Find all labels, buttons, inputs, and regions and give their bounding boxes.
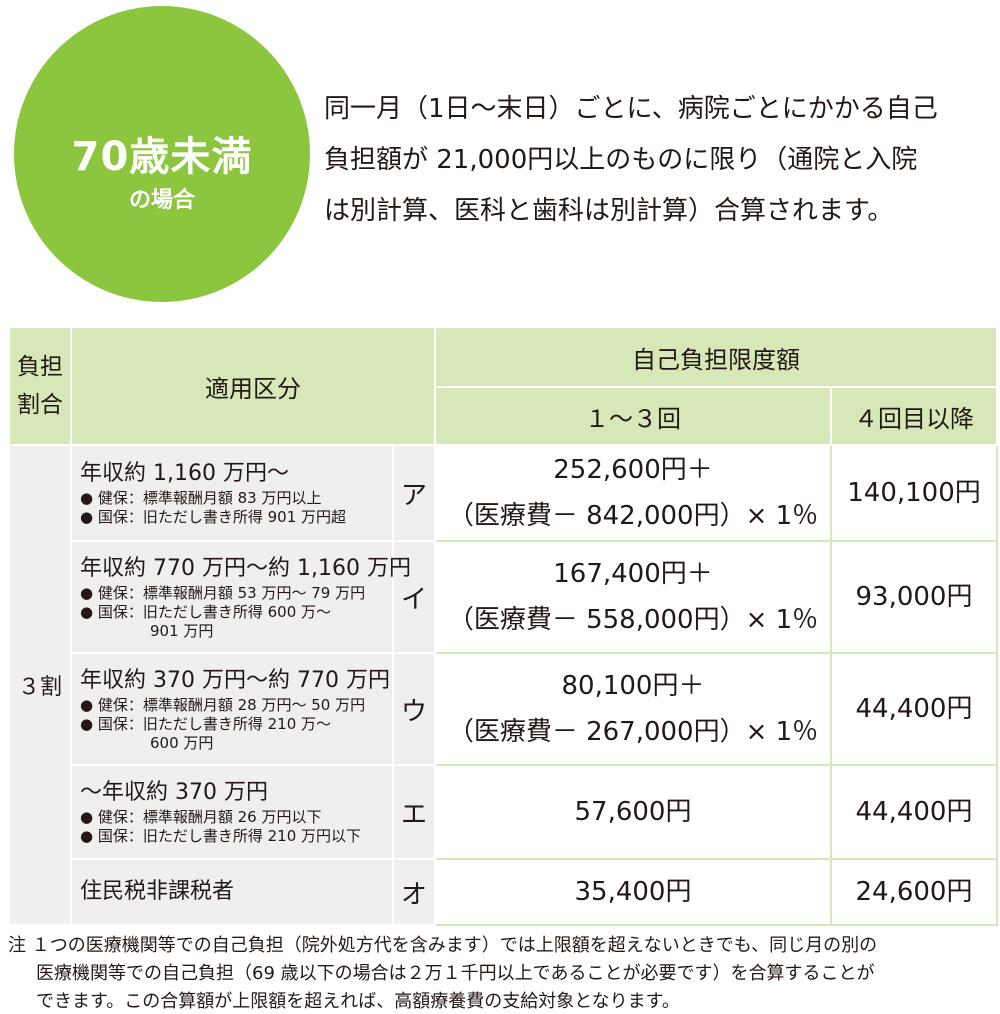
category-label: 年収約 370 万円～約 770 万円 (80, 667, 390, 693)
intro-line: は別計算、医科と歯科は別計算）合算されます。 (324, 196, 894, 226)
category-note: 901 万円 (150, 621, 214, 640)
table-row: 年収約 770 万円～約 1,160 万円 ● 健保：標準報酬月額 53 万円～… (9, 540, 998, 654)
table-row: 住民税非課税者 オ 35,400円 24,600円 (9, 858, 998, 926)
category-code: エ (392, 764, 436, 860)
category-cell: ～年収約 370 万円 ● 健保：標準報酬月額 26 万円以下 ● 国保：旧ただ… (70, 764, 394, 860)
limit-base: 252,600円＋ (553, 455, 713, 485)
category-note: ● 国保：旧ただし書き所得 901 万円超 (80, 508, 347, 526)
category-cell: 年収約 1,160 万円～ ● 健保：標準報酬月額 83 万円以上 ● 国保：旧… (70, 444, 394, 542)
category-note: ● 国保：旧ただし書き所得 210 万円以下 (80, 827, 362, 845)
category-note: ● 国保：旧ただし書き所得 600 万～ (80, 602, 332, 621)
limit-base: 167,400円＋ (553, 559, 713, 589)
limit-1-3: 80,100円＋ （医療費－ 267,000円）× 1％ (434, 652, 832, 766)
category-note: ● 健保：標準報酬月額 26 万円以下 (80, 808, 322, 826)
limit-4plus: 140,100円 (830, 444, 998, 542)
category-code: オ (392, 858, 436, 926)
footnote: 注 １つの医療機関等での自己負担（院外処方代を含みます）では上限額を超えないとき… (8, 932, 998, 1014)
category-label: 年収約 770 万円～約 1,160 万円 (80, 555, 411, 581)
category-code: ウ (392, 652, 436, 766)
category-note: ● 健保：標準報酬月額 53 万円～ 79 万円 (80, 583, 366, 602)
category-code: イ (392, 540, 436, 654)
category-label: 住民税非課税者 (80, 879, 235, 904)
limit-formula: （医療費－ 267,000円）× 1％ (447, 717, 819, 747)
category-note: ● 健保：標準報酬月額 28 万円～ 50 万円 (80, 695, 366, 714)
intro-line: 同一月（1日～末日）ごとに、病院ごとにかかる自己 (324, 94, 938, 124)
limit-4plus: 44,400円 (830, 764, 998, 860)
category-note: 600 万円 (150, 733, 214, 752)
rate-value: ３割 (8, 444, 72, 926)
category-code: ア (392, 444, 436, 542)
category-label: ～年収約 370 万円 (80, 780, 268, 805)
header-limit-1-3: １～３回 (434, 386, 832, 446)
limit-1-3: 57,600円 (434, 764, 832, 860)
header-rate-label: 負担割合 (17, 354, 63, 418)
category-note: ● 健保：標準報酬月額 83 万円以上 (80, 489, 322, 507)
limit-base: 80,100円＋ (561, 671, 705, 701)
header-limit-group: 自己負担限度額 (434, 326, 998, 388)
badge-subtitle: の場合 (128, 188, 195, 213)
header-limit-4plus: ４回目以降 (830, 386, 998, 446)
age-badge: 70歳未満 の場合 (14, 6, 310, 302)
footnote-line: 医療機関等での自己負担（69 歳以下の場合は２万１千円以上であることが必要です）… (36, 963, 875, 984)
footnote-line: 注 １つの医療機関等での自己負担（院外処方代を含みます）では上限額を超えないとき… (8, 935, 878, 956)
table-row: ～年収約 370 万円 ● 健保：標準報酬月額 26 万円以下 ● 国保：旧ただ… (9, 764, 998, 860)
limit-4plus: 93,000円 (830, 540, 998, 654)
limit-4plus: 44,400円 (830, 652, 998, 766)
limit-1-3: 167,400円＋ （医療費－ 558,000円）× 1％ (434, 540, 832, 654)
limit-4plus: 24,600円 (830, 858, 998, 926)
limit-formula: （医療費－ 558,000円）× 1％ (447, 605, 819, 635)
limit-formula: （医療費－ 842,000円）× 1％ (447, 501, 819, 531)
category-note: ● 国保：旧ただし書き所得 210 万～ (80, 714, 332, 733)
header-category: 適用区分 (70, 326, 436, 446)
category-cell: 住民税非課税者 (70, 858, 394, 926)
copay-limit-table: 負担割合 適用区分 自己負担限度額 １～３回 ４回目以降 ３割 年収約 1,16… (8, 326, 998, 926)
header-rate: 負担割合 (8, 326, 72, 446)
category-cell: 年収約 770 万円～約 1,160 万円 ● 健保：標準報酬月額 53 万円～… (70, 540, 411, 654)
category-label: 年収約 1,160 万円～ (80, 461, 289, 486)
badge-title: 70歳未満 (71, 134, 253, 180)
footnote-line: できます。この合算額が上限額を超えれば、高額療養費の支給対象となります。 (36, 991, 680, 1012)
table-row: 年収約 370 万円～約 770 万円 ● 健保：標準報酬月額 28 万円～ 5… (9, 652, 998, 766)
table-row: ３割 年収約 1,160 万円～ ● 健保：標準報酬月額 83 万円以上 ● 国… (8, 444, 998, 926)
limit-1-3: 35,400円 (434, 858, 832, 926)
category-cell: 年収約 370 万円～約 770 万円 ● 健保：標準報酬月額 28 万円～ 5… (70, 652, 394, 766)
intro-text: 同一月（1日～末日）ごとに、病院ごとにかかる自己 負担額が 21,000円以上の… (324, 84, 1000, 237)
limit-1-3: 252,600円＋ （医療費－ 842,000円）× 1％ (434, 444, 832, 542)
intro-line: 負担額が 21,000円以上のものに限り（通院と入院 (324, 145, 918, 175)
